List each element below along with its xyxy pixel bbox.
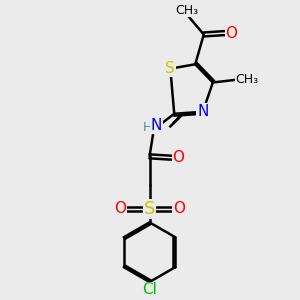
Text: N: N [151, 118, 162, 133]
Text: N: N [197, 104, 208, 119]
Text: CH₃: CH₃ [175, 4, 198, 17]
Text: O: O [114, 201, 126, 216]
Text: H: H [143, 121, 152, 134]
Text: O: O [172, 150, 184, 165]
Text: O: O [225, 26, 237, 40]
Text: S: S [144, 200, 155, 218]
Text: O: O [173, 201, 185, 216]
Text: CH₃: CH₃ [236, 73, 259, 86]
Text: S: S [165, 61, 175, 76]
Text: Cl: Cl [142, 283, 157, 298]
